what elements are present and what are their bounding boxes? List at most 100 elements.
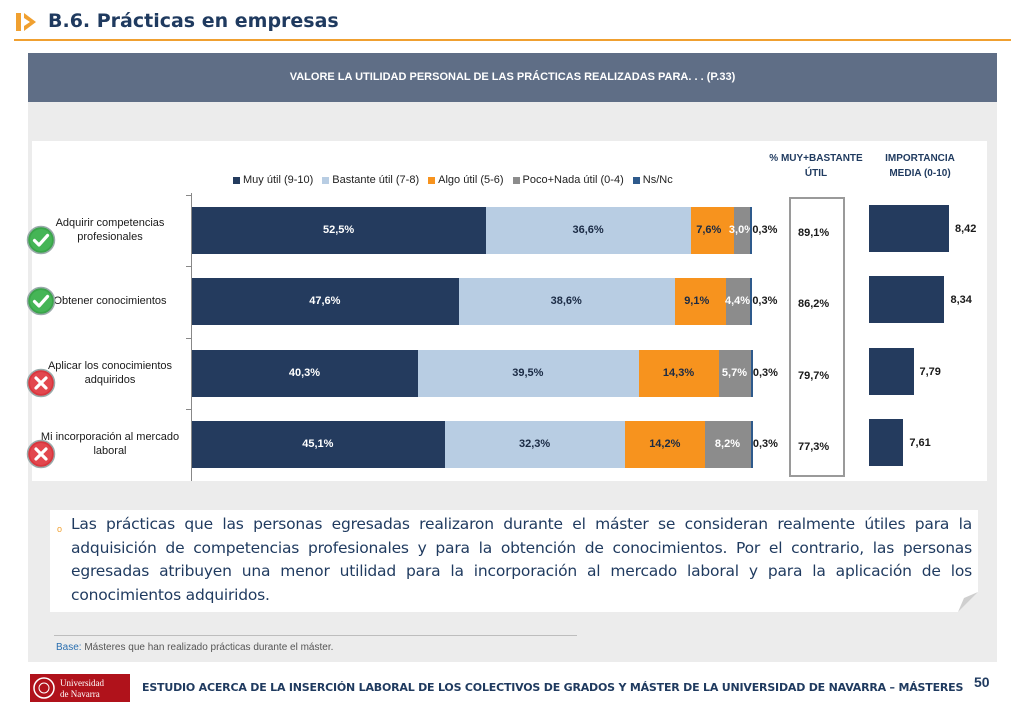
data-label: 0,3% [752,295,778,307]
legend-label: Bastante útil (7-8) [332,174,420,186]
importance-column-header: IMPORTANCIA MEDIA (0-10) [870,151,970,181]
data-label: 32,3% [519,438,551,450]
legend-swatch [322,176,330,184]
base-label: Base: [56,642,82,653]
data-label: 0,3% [752,367,778,379]
legend-swatch [428,176,436,184]
axis-tick [186,195,191,196]
category-label-line: Obtener conocimientos [53,295,167,307]
legend-item: Ns/Nc [632,174,673,186]
data-label: 7,6% [696,224,722,236]
legend-label: Algo útil (5-6) [438,174,504,186]
category-label-line: profesionales [77,231,143,243]
svg-text:de Navarra: de Navarra [60,689,100,699]
legend-label: Poco+Nada útil (0-4) [522,174,624,186]
pct-value: 86,2% [798,298,830,310]
bar-segment [486,207,691,254]
category-label: Aplicar los conocimientos adquiridos [32,359,188,387]
pct-header-line: ÚTIL [804,168,828,179]
cross-icon [26,368,56,398]
pct-column-header: % MUY+BASTANTE ÚTIL [762,151,870,181]
bar-segment [750,421,753,468]
cross-icon [26,439,56,469]
note-box [50,510,978,612]
pct-column-box [789,197,845,477]
base-text: Másteres que han realizado prácticas dur… [81,642,334,653]
note-text: Las prácticas que las personas egresadas… [71,515,972,604]
importance-bar [869,348,914,395]
importance-bar [869,419,904,466]
title-rule [14,39,1011,41]
page-number: 50 [974,674,990,690]
page-title: B.6. Prácticas en empresas [48,10,339,32]
importance-header-line: IMPORTANCIA [885,153,955,164]
category-label-line: adquiridos [84,374,136,386]
bar-segment [750,350,753,397]
axis-tick [186,338,191,339]
title-marker-icon [16,13,36,31]
chart-legend: Muy útil (9-10) Bastante útil (7-8) Algo ú… [233,174,682,187]
legend-item: Algo útil (5-6) [428,174,504,186]
legend-swatch [512,176,520,184]
footer-title: ESTUDIO ACERCA DE LA INSERCIÓN LABORAL D… [142,681,964,694]
base-rule [54,635,577,636]
category-label: Mi incorporación al mercado laboral [32,430,188,458]
data-label: 14,2% [649,438,681,450]
data-label: 9,1% [684,295,710,307]
legend-item: Muy útil (9-10) [233,174,313,186]
importance-value: 7,79 [919,366,941,378]
data-label: 3,0% [728,224,754,236]
category-label: Adquirir competencias profesionales [32,216,188,244]
bar-segment [192,207,486,254]
data-label: 5,7% [721,367,747,379]
bar-segment [417,350,639,397]
bar-segment [718,350,751,397]
base-note: Base: Másteres que han realizado práctic… [56,642,333,653]
legend-swatch [632,176,640,184]
importance-header-line: MEDIA (0-10) [889,168,951,179]
data-label: 8,2% [714,438,740,450]
note-bullet: o [57,524,63,534]
category-label-line: Mi incorporación al mercado [40,431,180,443]
importance-value: 8,34 [950,294,972,306]
bar-segment [674,278,726,325]
legend-swatch [233,176,240,184]
importance-bar [869,276,945,323]
bar-segment [625,421,705,468]
axis-tick [186,409,191,410]
data-label: 52,5% [323,224,355,236]
bar-segment [458,278,675,325]
data-label: 38,6% [550,295,582,307]
bar-segment [733,207,751,254]
importance-value: 7,61 [909,437,931,449]
check-icon [26,286,56,316]
bar-segment [704,421,751,468]
university-logo: Universidad de Navarra [30,674,130,702]
question-banner: VALORE LA UTILIDAD PERSONAL DE LAS PRÁCT… [28,53,997,102]
axis-tick [186,266,191,267]
pct-value: 89,1% [798,227,830,239]
legend-item: Poco+Nada útil (0-4) [512,174,624,186]
data-label: 4,4% [725,295,751,307]
importance-value: 8,42 [955,223,977,235]
page-fold-icon [958,592,978,612]
check-icon [26,225,56,255]
data-label: 45,1% [302,438,334,450]
bar-segment [750,207,752,254]
category-label-line: Aplicar los conocimientos [47,360,173,372]
bar-segment [192,350,418,397]
bar-segment [638,350,719,397]
legend-label: Muy útil (9-10) [243,174,314,186]
bar-segment [750,278,752,325]
category-label-line: Adquirir competencias [55,217,165,229]
category-axis [191,193,192,481]
data-label: 36,6% [572,224,604,236]
bar-segment [444,421,626,468]
data-label: 40,3% [288,367,321,379]
data-label: 0,3% [752,438,778,450]
legend-label: Ns/Nc [642,174,673,186]
category-label-line: laboral [93,445,127,457]
bar-segment [192,421,445,468]
data-label: 47,6% [309,295,341,307]
data-label: 39,5% [512,367,544,379]
